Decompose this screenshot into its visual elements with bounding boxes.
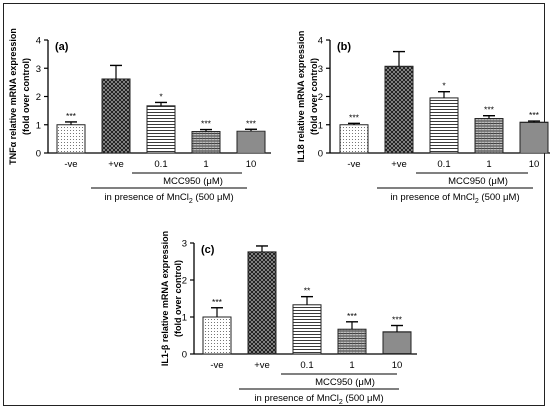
- y-tick-label: 0: [182, 350, 187, 361]
- significance-marker: **: [304, 286, 311, 296]
- significance-marker: ***: [347, 311, 358, 321]
- y-axis-label-sub: (fold over control): [21, 58, 31, 135]
- bar-+ve: [101, 78, 131, 154]
- y-tick-label: 3: [182, 239, 187, 250]
- y-tick-label: 0: [318, 149, 323, 160]
- significance-marker: ***: [349, 112, 360, 122]
- mncl2-subscript: 2: [189, 198, 193, 205]
- mncl2-suffix: (500 μM): [343, 393, 384, 404]
- y-tick-label: 2: [182, 276, 187, 287]
- significance-marker: ***: [246, 118, 257, 128]
- figure-frame: [3, 3, 545, 406]
- x-tick-label: 10: [246, 159, 257, 170]
- mncl2-label: in presence of MnCl2 (500 μM): [104, 192, 233, 205]
- y-axis-label: IL1-β relative mRNA expression: [160, 231, 170, 366]
- x-tick-label: -ve: [64, 159, 77, 170]
- significance-marker: *: [442, 81, 446, 91]
- x-tick-label: 0.1: [300, 360, 313, 371]
- bar-1: [337, 328, 367, 355]
- chart-panel-c: 0 1 2 3 IL1-β relative mRNA expression (fold …: [160, 231, 417, 406]
- x-tick-label: 10: [392, 360, 403, 371]
- y-tick-label: 2: [318, 92, 323, 103]
- bar--ve: [56, 124, 86, 154]
- y-tick-label: 3: [36, 64, 41, 75]
- panel-label: (c): [201, 244, 215, 256]
- mncl2-prefix: in presence of MnCl: [390, 192, 474, 203]
- mcc950-label: MCC950 (μM): [163, 176, 223, 187]
- x-tick-label: +ve: [254, 360, 270, 371]
- bar-0.1: [292, 304, 322, 355]
- x-tick-label: 10: [529, 159, 540, 170]
- bar--ve: [202, 316, 232, 355]
- bar--ve: [339, 124, 369, 154]
- significance-marker: ***: [201, 119, 212, 129]
- x-tick-label: 0.1: [154, 159, 167, 170]
- mncl2-prefix: in presence of MnCl: [104, 192, 188, 203]
- mcc950-label: MCC950 (μM): [448, 176, 508, 187]
- y-tick-label: 2: [36, 92, 41, 103]
- y-tick-label: 3: [318, 64, 323, 75]
- significance-marker: *: [159, 91, 163, 101]
- bar-1: [191, 131, 221, 154]
- significance-marker: ***: [484, 105, 495, 115]
- panel-label: (b): [337, 41, 351, 53]
- y-axis-label-sub: (fold over control): [173, 260, 183, 337]
- x-tick-label: +ve: [108, 159, 124, 170]
- bar-10: [236, 130, 266, 154]
- mncl2-subscript: 2: [339, 399, 343, 406]
- bar-0.1: [146, 105, 176, 154]
- mncl2-label: in presence of MnCl2 (500 μM): [390, 192, 519, 205]
- x-tick-label: 1: [486, 159, 491, 170]
- chart-panel-b: 0 1 2 3 4 IL18 relative mRNA expression (fold …: [296, 31, 550, 205]
- mcc950-label: MCC950 (μM): [315, 377, 375, 388]
- y-axis-label-sub: (fold over control): [309, 58, 319, 135]
- significance-marker: ***: [212, 297, 223, 307]
- mncl2-subscript: 2: [475, 198, 479, 205]
- mncl2-prefix: in presence of MnCl: [254, 393, 338, 404]
- panel-label: (a): [55, 41, 69, 53]
- y-tick-label: 4: [36, 36, 41, 47]
- bar-10: [382, 331, 412, 355]
- significance-marker: ***: [66, 111, 77, 121]
- bar-0.1: [429, 97, 459, 154]
- bar-10: [519, 121, 549, 154]
- y-tick-label: 4: [318, 36, 323, 47]
- x-tick-label: 1: [203, 159, 208, 170]
- significance-marker: ***: [529, 110, 540, 120]
- x-tick-label: -ve: [347, 159, 360, 170]
- x-tick-label: -ve: [210, 360, 223, 371]
- y-tick-label: 1: [318, 120, 323, 131]
- y-axis-label: TNFα relative mRNA expression: [8, 28, 18, 165]
- y-tick-label: 1: [182, 313, 187, 324]
- y-tick-label: 1: [36, 120, 41, 131]
- y-axis-label: IL18 relative mRNA expression: [296, 31, 306, 163]
- significance-marker: ***: [392, 315, 403, 325]
- bar-+ve: [384, 65, 414, 154]
- bar-+ve: [247, 251, 277, 355]
- mncl2-suffix: (500 μM): [479, 192, 520, 203]
- y-tick-label: 0: [36, 149, 41, 160]
- x-tick-label: +ve: [391, 159, 407, 170]
- mncl2-suffix: (500 μM): [193, 192, 234, 203]
- bar-1: [474, 118, 504, 154]
- chart-panel-a: 0 1 2 3 4 TNFα relative mRNA expression (fold …: [8, 28, 271, 205]
- mncl2-label: in presence of MnCl2 (500 μM): [254, 393, 383, 406]
- x-tick-label: 1: [349, 360, 354, 371]
- x-tick-label: 0.1: [437, 159, 450, 170]
